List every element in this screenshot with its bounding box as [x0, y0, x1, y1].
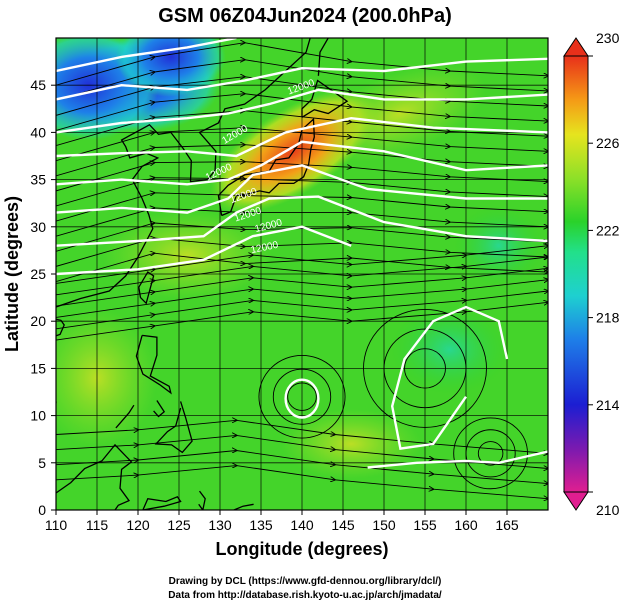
height-contour	[56, 57, 548, 101]
height-contour	[56, 38, 237, 73]
circulation-ring	[363, 308, 487, 428]
height-contour	[56, 140, 548, 186]
y-tick-label: 5	[38, 455, 46, 471]
y-tick-label: 35	[30, 172, 46, 188]
credit-line-2: Data from http://database.rish.kyoto-u.a…	[168, 590, 442, 601]
colorbar-bottom-triangle	[563, 491, 589, 511]
circulation-ring	[404, 348, 446, 389]
circulation-ring	[383, 328, 467, 409]
warm-patch-west	[56, 307, 157, 448]
y-tick-label: 20	[30, 313, 46, 329]
height-contour	[56, 225, 352, 276]
colorbar-ticks: 210 214 218 222 226 230	[588, 30, 619, 518]
x-tick-label: 145	[331, 517, 355, 533]
y-tick-label: 40	[30, 124, 46, 140]
y-tick-label: 10	[30, 408, 46, 424]
colorbar-tick-label: 218	[596, 310, 619, 326]
x-tick-label: 130	[208, 517, 232, 533]
colorbar-body	[563, 55, 589, 493]
y-tick-label: 0	[38, 502, 46, 518]
colorbar-tick-label: 210	[596, 502, 619, 518]
height-contour	[56, 116, 548, 158]
coastline	[233, 503, 254, 510]
x-axis-ticks: 110 115 120 125 130 135 140 145 150 155 160 165	[45, 510, 519, 533]
colorbar-tick-label: 214	[596, 397, 619, 413]
x-axis-title: Longitude (degrees)	[215, 539, 388, 559]
y-tick-label: 45	[30, 77, 46, 93]
coastline	[56, 443, 133, 510]
streamline	[56, 302, 548, 341]
streamlines	[56, 43, 548, 499]
y-axis-ticks: 0 5 10 15 20 25 30 35 40 45	[30, 77, 56, 518]
height-contour	[56, 195, 548, 247]
height-contour	[56, 164, 548, 214]
streamline	[56, 466, 548, 499]
circulation-ring	[465, 429, 516, 478]
height-contour	[367, 450, 548, 469]
x-tick-label: 110	[45, 517, 68, 533]
coastline	[153, 400, 166, 418]
colorbar-top-triangle	[563, 37, 589, 57]
coastline	[115, 404, 135, 429]
x-tick-label: 135	[249, 517, 273, 533]
colorbar-tick-label: 230	[596, 30, 619, 46]
colorbar-tick-label: 226	[596, 135, 619, 151]
colorbar: 210 214 218 222 226 230	[563, 30, 619, 518]
coastline	[56, 318, 65, 337]
warm-patch-south	[102, 210, 273, 301]
x-tick-label: 115	[86, 517, 109, 533]
y-tick-label: 15	[30, 360, 46, 376]
anticyclone-contour	[284, 378, 320, 419]
x-tick-label: 155	[413, 517, 437, 533]
circulation-ring	[477, 441, 504, 466]
height-contour	[56, 88, 548, 134]
chart-title: GSM 06Z04Jun2024 (200.0hPa)	[158, 5, 451, 27]
y-axis-title: Latitude (degrees)	[2, 196, 22, 352]
x-tick-label: 125	[167, 517, 191, 533]
height-contour	[390, 305, 509, 450]
coastline	[135, 334, 172, 395]
colorbar-tick-label: 222	[596, 222, 619, 238]
x-tick-label: 160	[454, 517, 478, 533]
circulation-ring	[258, 354, 346, 439]
x-tick-label: 150	[372, 517, 396, 533]
y-tick-label: 25	[30, 266, 46, 282]
x-tick-label: 120	[126, 517, 150, 533]
y-tick-label: 30	[30, 219, 46, 235]
height-contours	[56, 38, 548, 469]
credit-line-1: Drawing by DCL (https://www.gfd-dennou.o…	[169, 576, 442, 587]
circulation-ring	[272, 368, 332, 425]
circulation-ring	[287, 382, 317, 411]
circulation-ring	[453, 417, 528, 490]
x-tick-label: 165	[495, 517, 519, 533]
x-tick-label: 140	[290, 517, 314, 533]
